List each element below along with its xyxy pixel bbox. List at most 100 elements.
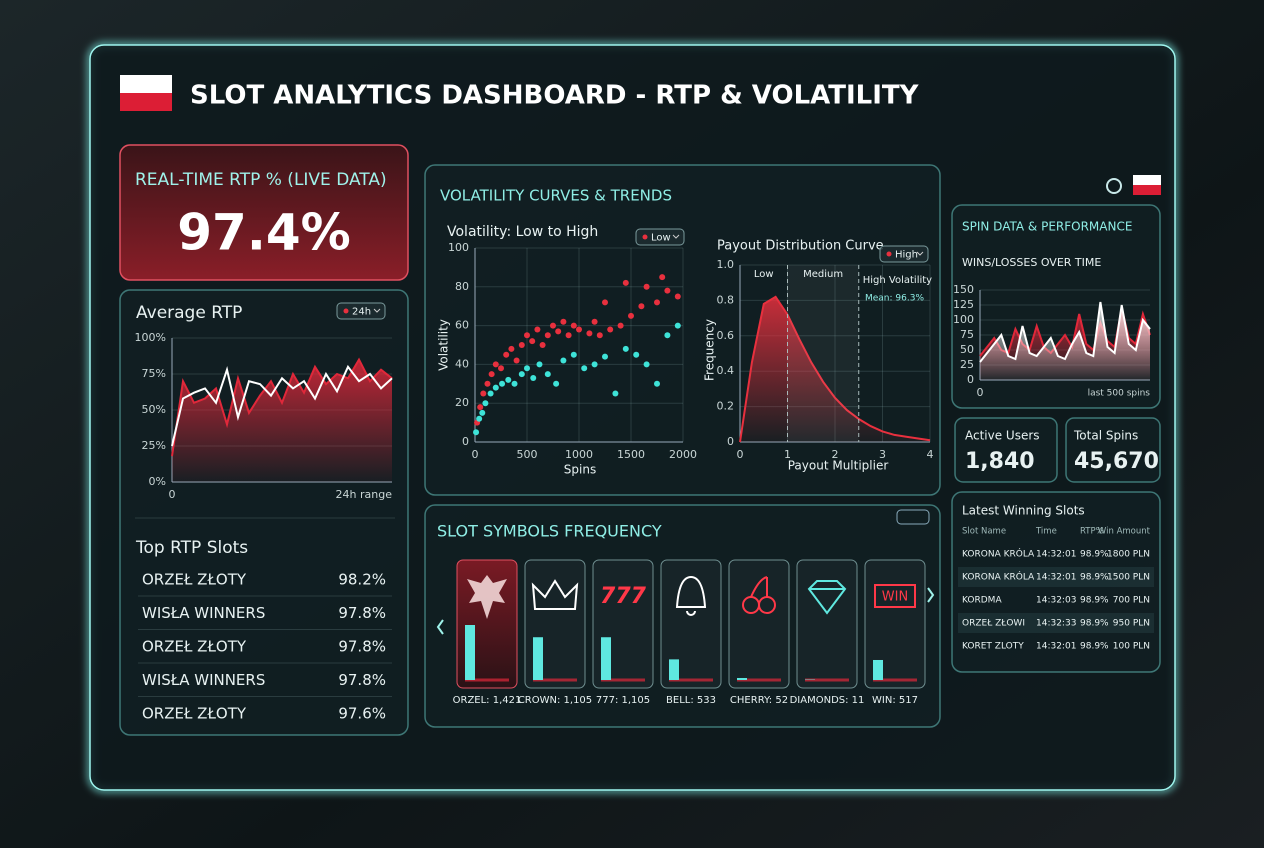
- symbol-card[interactable]: [660, 559, 722, 689]
- scatter-point: [596, 332, 603, 339]
- table-cell: 98.9%: [1080, 596, 1109, 606]
- x-tick-label: 2: [832, 448, 839, 461]
- scatter-point: [654, 299, 660, 306]
- crown-icon: [531, 579, 579, 610]
- x-axis-label: last 500 spins: [1088, 389, 1151, 399]
- filter-caret: [672, 234, 680, 239]
- symbol-icon-text: 777: [600, 584, 647, 609]
- filter-label: Low: [651, 233, 671, 244]
- table-cell: 700 PLN: [1113, 596, 1150, 606]
- rtp-value: 97.4%: [177, 204, 350, 262]
- chart-title: SLOT SYMBOLS FREQUENCY: [437, 522, 662, 541]
- rtp-title: REAL-TIME RTP % (LIVE DATA): [135, 170, 387, 190]
- y-tick-label: 100%: [135, 331, 166, 344]
- x-tick-label: 1000: [565, 448, 593, 461]
- scatter-point: [674, 322, 681, 329]
- stat-card: [1065, 417, 1161, 483]
- stat-label: Active Users: [965, 429, 1040, 443]
- chart-subtitle: WINS/LOSSES OVER TIME: [962, 256, 1101, 269]
- filter-dot: [886, 251, 892, 257]
- table-cell: 950 PLN: [1113, 619, 1150, 629]
- scatter-point: [622, 345, 629, 352]
- x-tick-label: 4: [927, 448, 934, 461]
- filter-dropdown[interactable]: [336, 302, 386, 320]
- filter-label: 24h: [352, 307, 371, 318]
- scatter-point: [513, 357, 520, 364]
- scatter-point: [492, 384, 499, 391]
- y-axis-label: Volatility: [437, 319, 451, 371]
- y-tick-label: 20: [455, 396, 469, 409]
- region-label: Medium: [803, 269, 843, 280]
- symbol-card[interactable]: [796, 559, 858, 689]
- scatter-point: [664, 332, 671, 339]
- y-tick-label: 40: [455, 357, 469, 370]
- wins-panel: [951, 491, 1161, 673]
- scatter-point: [607, 326, 614, 333]
- scatter-point: [602, 299, 608, 306]
- carousel-arrows[interactable]: [436, 587, 935, 635]
- rtp-card: [119, 144, 409, 281]
- x-tick-label: 0: [472, 448, 479, 461]
- region-label: High Volatility: [863, 275, 932, 286]
- symbol-card[interactable]: [728, 559, 790, 689]
- stat-card: [954, 417, 1058, 483]
- y-tick-label: 0: [727, 435, 734, 448]
- carousel-nav[interactable]: [896, 509, 930, 525]
- bar: [465, 625, 475, 680]
- section-title: Top RTP Slots: [135, 538, 248, 558]
- table-cell: 14:32:01: [1036, 573, 1076, 583]
- settings-icon[interactable]: [1106, 178, 1122, 194]
- rtp-panel: [119, 289, 409, 736]
- diamond-icon: [807, 580, 847, 615]
- scatter-point: [664, 287, 671, 294]
- x-tick-label: 0: [737, 448, 744, 461]
- section-title: Latest Winning Slots: [962, 504, 1085, 518]
- y-tick-label: 25: [960, 358, 974, 371]
- table-header: Slot Name: [962, 527, 1006, 537]
- y-tick-label: 50: [960, 343, 974, 356]
- scatter-point: [518, 371, 525, 378]
- slot-name: ORZEŁ ZŁOTY: [142, 705, 247, 723]
- scatter-point: [638, 303, 645, 310]
- symbol-label: CHERRY: 52: [730, 695, 788, 706]
- filter-dropdown[interactable]: [879, 245, 929, 263]
- scatter-point: [505, 376, 512, 383]
- scatter-point: [633, 351, 640, 358]
- scatter-point: [622, 279, 629, 286]
- y-tick-label: 0.8: [717, 293, 735, 306]
- table-header: RTP%: [1080, 527, 1104, 537]
- line: [171, 364, 393, 447]
- scatter-point: [492, 361, 499, 368]
- slot-rtp: 97.8%: [338, 604, 386, 622]
- scatter-point: [628, 312, 634, 319]
- scatter-point: [508, 345, 515, 352]
- region-label: Low: [754, 269, 774, 280]
- panel-title: SPIN DATA & PERFORMANCE: [962, 220, 1132, 234]
- symbol-card[interactable]: [864, 559, 926, 689]
- scatter-point: [539, 342, 546, 348]
- scatter-point: [586, 330, 593, 337]
- bar: [873, 659, 883, 680]
- y-tick-label: 1.0: [717, 258, 735, 271]
- filter-dot: [642, 234, 648, 240]
- scatter-point: [473, 429, 480, 436]
- y-tick-label: 80: [455, 280, 469, 293]
- table-cell: ORZEŁ ZŁOWI: [962, 619, 1025, 629]
- table-cell: 14:32:01: [1036, 550, 1076, 560]
- bell-icon: [675, 575, 707, 616]
- table-cell: 1500 PLN: [1107, 573, 1150, 583]
- bar: [533, 637, 543, 680]
- scatter-point: [482, 400, 489, 407]
- y-tick-label: 0%: [149, 475, 166, 488]
- region: [787, 265, 859, 442]
- table-header: Time: [1035, 527, 1057, 537]
- slot-name: WISŁA WINNERS: [142, 671, 265, 689]
- filter-dropdown[interactable]: [635, 228, 685, 246]
- table-cell: 1800 PLN: [1107, 550, 1150, 560]
- dashboard-title: SLOT ANALYTICS DASHBOARD - RTP & VOLATIL…: [190, 81, 920, 111]
- y-tick-label: 0.2: [717, 400, 735, 413]
- scatter-point: [560, 318, 567, 325]
- eagle-icon: [467, 575, 507, 619]
- filter-dot: [343, 308, 349, 314]
